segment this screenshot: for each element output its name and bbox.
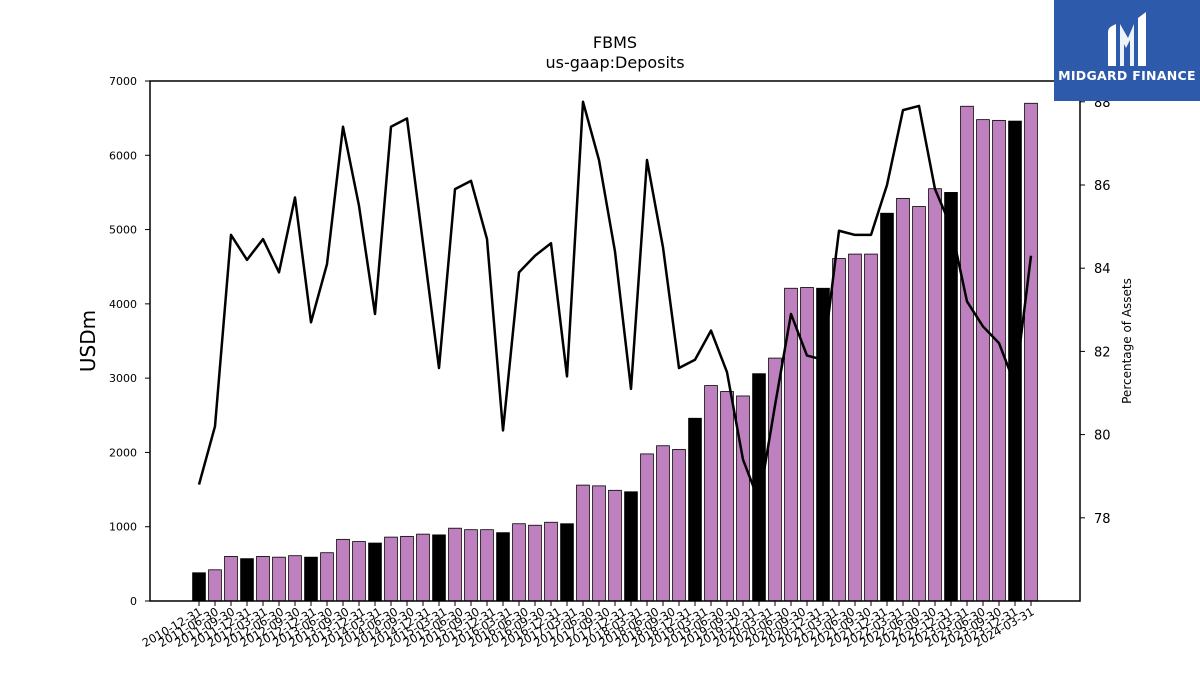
y-tick-label: 6000 — [109, 149, 137, 162]
line-path — [197, 100, 1033, 503]
bar — [256, 556, 270, 602]
bar — [592, 485, 606, 602]
bar — [512, 523, 526, 602]
y-tick-label: 7000 — [109, 75, 137, 88]
bar — [768, 357, 782, 602]
logo-text: MIDGARD FINANCE — [1058, 68, 1196, 83]
bar — [960, 105, 974, 602]
bar — [656, 445, 670, 602]
bar — [368, 542, 382, 602]
y2-tick-label: 82 — [1094, 345, 1111, 360]
bar — [864, 253, 878, 602]
bar — [912, 206, 926, 602]
line-series — [197, 100, 1033, 503]
bar — [384, 536, 398, 602]
bar — [896, 197, 910, 602]
y-tick-label: 1000 — [109, 521, 137, 534]
bar — [720, 391, 734, 602]
y-tick-label: 3000 — [109, 372, 137, 385]
bar — [928, 188, 942, 602]
bar — [688, 417, 702, 602]
bar — [640, 453, 654, 602]
bar — [304, 556, 318, 602]
bar — [704, 385, 718, 602]
y2-tick-label: 80 — [1094, 429, 1111, 444]
bar — [416, 533, 430, 602]
y2-tick-label: 84 — [1094, 262, 1111, 277]
bar — [560, 523, 574, 602]
bar — [992, 119, 1006, 602]
bar — [480, 529, 494, 602]
y-tick-label: 5000 — [109, 224, 137, 237]
bar — [224, 556, 238, 602]
bar — [240, 558, 254, 602]
bar — [608, 489, 622, 602]
bar — [432, 534, 446, 602]
bar — [576, 484, 590, 602]
y-tick-label: 0 — [130, 595, 137, 608]
bar-series — [192, 102, 1038, 602]
bar — [448, 527, 462, 602]
x-axis: 2010-12-312011-06-302011-09-302011-12-31… — [140, 601, 1037, 650]
bar — [272, 556, 286, 602]
bar — [400, 535, 414, 602]
bar — [624, 491, 638, 602]
bar — [944, 192, 958, 602]
bar — [880, 212, 894, 602]
y-tick-label: 4000 — [109, 298, 137, 311]
chart-title: FBMS — [593, 33, 637, 52]
bar — [672, 449, 686, 602]
bar — [464, 529, 478, 602]
y2-axis-label: Percentage of Assets — [1120, 278, 1134, 404]
bar — [976, 119, 990, 602]
bar — [208, 569, 222, 602]
bar — [800, 287, 814, 602]
bar — [336, 538, 350, 602]
bar — [736, 395, 750, 602]
bar — [832, 258, 846, 602]
y2-tick-label: 86 — [1094, 179, 1111, 194]
y-axis-left: 0 1000 2000 3000 4000 5000 6000 7000 — [109, 75, 150, 608]
bar — [192, 572, 206, 602]
bar — [496, 532, 510, 602]
bar — [320, 552, 334, 602]
logo-mark-icon — [1108, 12, 1146, 66]
y2-tick-label: 78 — [1094, 512, 1111, 527]
bar — [352, 541, 366, 602]
chart-subtitle: us-gaap:Deposits — [545, 53, 684, 72]
bar — [1008, 120, 1022, 602]
brand-logo: MIDGARD FINANCE — [1054, 0, 1200, 101]
bar — [288, 555, 302, 602]
bar — [528, 524, 542, 602]
y-tick-label: 2000 — [109, 446, 137, 459]
y-axis-label: USDm — [76, 310, 100, 372]
bar — [816, 287, 830, 602]
bar — [848, 253, 862, 602]
bar — [544, 521, 558, 602]
bar — [1024, 102, 1038, 602]
